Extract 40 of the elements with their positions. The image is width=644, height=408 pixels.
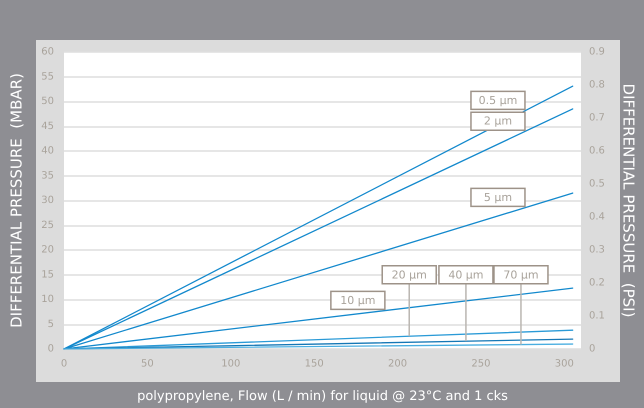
y2-tick-label: 0.8 [589,80,605,90]
y-tick-label: 10 [41,294,54,305]
annotation: 5 µm [484,190,512,204]
y-tick-label: 30 [41,195,54,206]
x-tick-label: 200 [388,358,408,370]
x-tick-label: 300 [554,358,574,370]
y-tick-label: 60 [41,46,54,58]
x-tick-label: 50 [141,358,154,370]
annotation: 2 µm [484,114,512,128]
y2-tick-label: 0.1 [589,310,605,322]
y2-axis-title: DIFFERENTIAL PRESSURE (PSI) [620,84,638,318]
x-tick-label: 0 [60,358,68,370]
y-tick-label: 20 [41,244,54,256]
y-tick-label: 35 [41,170,54,182]
y-tick-label: 40 [41,146,54,156]
y2-tick-label: 0 [589,344,596,354]
annotation: 70 µm [503,268,539,282]
y-axis-title: DIFFERENTIAL PRESSURE (MBAR) [8,73,26,328]
y2-tick-label: 0.6 [589,146,605,156]
y2-tick-label: 0.3 [589,244,605,256]
y-tick-label: 5 [48,318,54,330]
y2-tick-label: 0.5 [589,178,605,190]
annotation: 10 µm [340,294,376,307]
x-tick-label: 150 [304,358,324,370]
y-tick-label: 0 [48,344,54,354]
y2-tick-label: 0.7 [589,112,605,124]
y2-tick-label: 0.9 [589,46,605,58]
y-tick-label: 25 [41,220,54,231]
y2-tick-label: 0.4 [589,212,605,222]
y-tick-label: 15 [41,269,54,280]
annotation: 0.5 µm [478,94,518,107]
y2-tick-label: 0.2 [589,278,605,288]
y-tick-label: 45 [41,120,54,132]
y-tick-label: 55 [41,71,54,82]
x-axis-title: polypropylene, Flow (L / min) for liquid @ 23°C and 1 cks [137,389,508,404]
x-tick-label: 250 [471,358,490,370]
x-tick-label: 100 [221,358,240,370]
annotation: 20 µm [392,268,427,282]
annotation: 40 µm [448,268,484,282]
y-tick-label: 50 [41,96,54,107]
